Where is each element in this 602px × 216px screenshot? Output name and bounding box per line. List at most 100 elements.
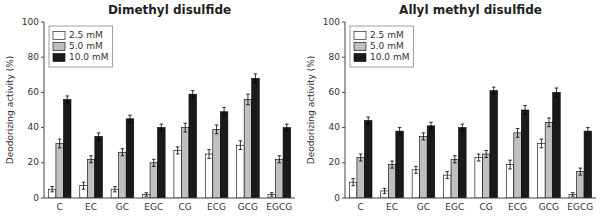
- error-cap: [351, 185, 355, 186]
- error-bar: [215, 125, 219, 134]
- error-cap: [270, 196, 274, 197]
- error-cap: [477, 161, 481, 162]
- bar: [237, 145, 245, 198]
- bar: [220, 112, 228, 198]
- x-tick-label: EGCG: [266, 202, 292, 212]
- error-stem: [423, 133, 424, 140]
- error-cap: [523, 105, 527, 106]
- error-bar: [422, 133, 426, 140]
- error-bar: [270, 193, 274, 197]
- legend: 2.5 mM5.0 mM10.0 mM: [49, 26, 112, 67]
- x-axis-line: [44, 198, 295, 199]
- legend-swatch: [53, 54, 65, 62]
- error-cap: [128, 115, 132, 116]
- error-bar: [445, 172, 449, 179]
- legend-label: 10.0 mM: [370, 52, 409, 62]
- error-bar: [278, 156, 282, 163]
- bar: [577, 172, 585, 198]
- error-cap: [113, 191, 117, 192]
- error-cap: [144, 192, 148, 193]
- error-cap: [422, 132, 426, 133]
- error-cap: [366, 124, 370, 125]
- error-cap: [58, 147, 62, 148]
- bar: [538, 143, 546, 198]
- error-stem: [399, 128, 400, 135]
- error-cap: [445, 178, 449, 179]
- error-cap: [58, 139, 62, 140]
- title: Allyl methyl disulfide: [399, 3, 542, 17]
- legend-swatch: [354, 54, 366, 62]
- error-cap: [445, 171, 449, 172]
- y-tick-label: 40: [28, 122, 40, 132]
- bar: [420, 136, 428, 198]
- error-cap: [547, 117, 551, 118]
- error-cap: [191, 97, 195, 98]
- error-bar: [97, 133, 101, 140]
- error-cap: [586, 127, 590, 128]
- error-cap: [50, 191, 54, 192]
- y-tick-label: 60: [329, 87, 341, 97]
- error-cap: [160, 124, 164, 125]
- error-bar: [89, 156, 93, 163]
- error-stem: [224, 107, 225, 116]
- legend-swatch: [53, 32, 65, 40]
- error-cap: [152, 166, 156, 167]
- x-tick-label: EGC: [445, 202, 464, 212]
- error-cap: [555, 88, 559, 89]
- error-cap: [398, 127, 402, 128]
- error-stem: [478, 154, 479, 161]
- error-bar: [414, 166, 418, 173]
- chart-svg: Dimethyl disulfideDeodorizing activity (…: [0, 0, 602, 216]
- error-stem: [177, 147, 178, 154]
- error-cap: [207, 149, 211, 150]
- error-stem: [525, 106, 526, 115]
- error-bar: [492, 87, 496, 94]
- error-stem: [52, 187, 53, 192]
- y-tick-label: 0: [334, 193, 340, 203]
- panel: Dimethyl disulfideDeodorizing activity (…: [5, 3, 296, 212]
- bar: [181, 128, 189, 198]
- x-tick-label: C: [358, 202, 364, 212]
- error-cap: [82, 189, 86, 190]
- error-stem: [286, 124, 287, 131]
- error-stem: [161, 124, 162, 131]
- error-bar: [461, 124, 465, 131]
- error-cap: [89, 162, 93, 163]
- error-stem: [430, 122, 431, 129]
- legend-swatch: [354, 43, 366, 51]
- error-cap: [97, 132, 101, 133]
- x-tick-label: EGC: [144, 202, 163, 212]
- error-bar: [383, 188, 387, 193]
- error-stem: [279, 156, 280, 163]
- error-bar: [152, 159, 156, 166]
- error-cap: [492, 87, 496, 88]
- error-stem: [192, 91, 193, 98]
- error-cap: [351, 178, 355, 179]
- error-stem: [572, 193, 573, 197]
- y-axis-label: Deodorizing activity (%): [5, 56, 15, 165]
- y-tick-label: 100: [323, 17, 340, 27]
- error-bar: [58, 139, 62, 148]
- x-tick-label: GC: [417, 202, 430, 212]
- x-tick-label: GCG: [238, 202, 258, 212]
- bar: [444, 175, 452, 198]
- bar: [63, 99, 71, 198]
- error-bar: [191, 91, 195, 98]
- error-cap: [183, 123, 187, 124]
- bar: [427, 126, 435, 198]
- x-tick-label: GCG: [539, 202, 559, 212]
- error-stem: [486, 150, 487, 157]
- y-axis-line: [345, 22, 346, 198]
- error-cap: [239, 140, 243, 141]
- error-stem: [353, 179, 354, 186]
- error-stem: [240, 141, 241, 150]
- error-cap: [121, 155, 125, 156]
- bar: [252, 78, 260, 198]
- error-cap: [390, 161, 394, 162]
- y-tick-label: 80: [28, 52, 40, 62]
- error-cap: [484, 157, 488, 158]
- bar: [189, 94, 197, 198]
- error-stem: [255, 74, 256, 83]
- error-cap: [121, 148, 125, 149]
- error-cap: [183, 132, 187, 133]
